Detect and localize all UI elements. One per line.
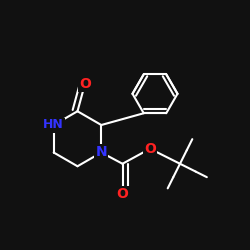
Text: O: O — [144, 142, 156, 156]
Text: O: O — [116, 187, 128, 201]
Text: O: O — [79, 77, 91, 91]
Text: HN: HN — [43, 118, 64, 132]
Text: N: N — [96, 146, 107, 160]
